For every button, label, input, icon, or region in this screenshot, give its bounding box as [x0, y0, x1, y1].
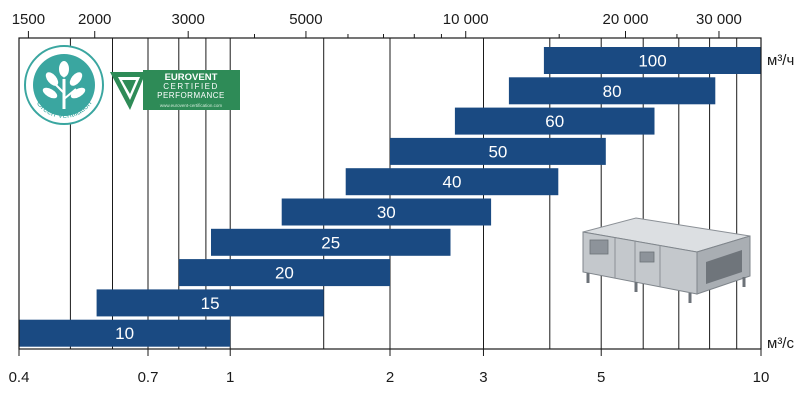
bottom-tick-label: 1	[226, 369, 234, 386]
eurovent-performance: PERFORMANCE	[157, 91, 225, 100]
top-axis-ticks: 1500 2000 3000 5000 10 000 20 000 30 000	[12, 11, 742, 38]
range-bar	[96, 289, 324, 317]
top-axis-unit: м³/ч	[767, 52, 794, 69]
bottom-axis-ticks: 0.4 0.7 1 2 3 5 10	[9, 349, 770, 386]
air-handling-unit-image	[582, 217, 751, 303]
bar-label: 60	[545, 112, 564, 131]
bottom-tick-label: 5	[597, 369, 605, 386]
bar-label: 25	[321, 233, 340, 252]
top-tick-label: 1500	[12, 11, 45, 28]
bottom-tick-label: 2	[386, 369, 394, 386]
range-bar	[281, 198, 492, 226]
green-ventilation-logo: Green Ventilation	[24, 45, 104, 125]
top-tick-label: 3000	[172, 11, 205, 28]
top-tick-label: 20 000	[603, 11, 649, 28]
bar-label: 15	[201, 294, 220, 313]
bottom-tick-label: 3	[479, 369, 487, 386]
bar-label: 50	[488, 142, 507, 161]
bar-label: 100	[638, 52, 666, 71]
range-bar	[345, 168, 559, 196]
range-bar	[508, 77, 716, 105]
bar-label: 20	[275, 264, 294, 283]
range-bar	[454, 107, 655, 135]
bar-label: 40	[443, 173, 462, 192]
bar-label: 30	[377, 203, 396, 222]
top-tick-label: 2000	[78, 11, 111, 28]
eurovent-certified: CERTIFIED	[163, 82, 219, 91]
range-bar	[178, 259, 390, 287]
eurovent-title: EUROVENT	[165, 72, 218, 83]
bottom-tick-label: 10	[753, 369, 770, 386]
bar-label: 80	[603, 82, 622, 101]
range-bar	[19, 319, 231, 347]
bottom-axis-unit: м³/с	[767, 335, 794, 352]
top-tick-label: 10 000	[443, 11, 489, 28]
plot-frame	[18, 37, 762, 350]
eurovent-url: www.eurovent-certification.com	[160, 103, 223, 108]
plant-icon	[42, 61, 86, 109]
range-bar	[390, 137, 606, 165]
range-bar	[543, 47, 761, 74]
bar-series: 10 15 20 25 30 40 50 60 80 100	[19, 47, 761, 347]
top-tick-label: 30 000	[696, 11, 742, 28]
eurovent-certified-logo: EUROVENT CERTIFIED PERFORMANCE www.eurov…	[110, 70, 240, 110]
bottom-tick-label: 0.7	[138, 369, 159, 386]
range-bar	[211, 228, 451, 256]
bottom-tick-label: 0.4	[9, 369, 30, 386]
bar-label: 10	[115, 324, 134, 343]
top-tick-label: 5000	[289, 11, 322, 28]
